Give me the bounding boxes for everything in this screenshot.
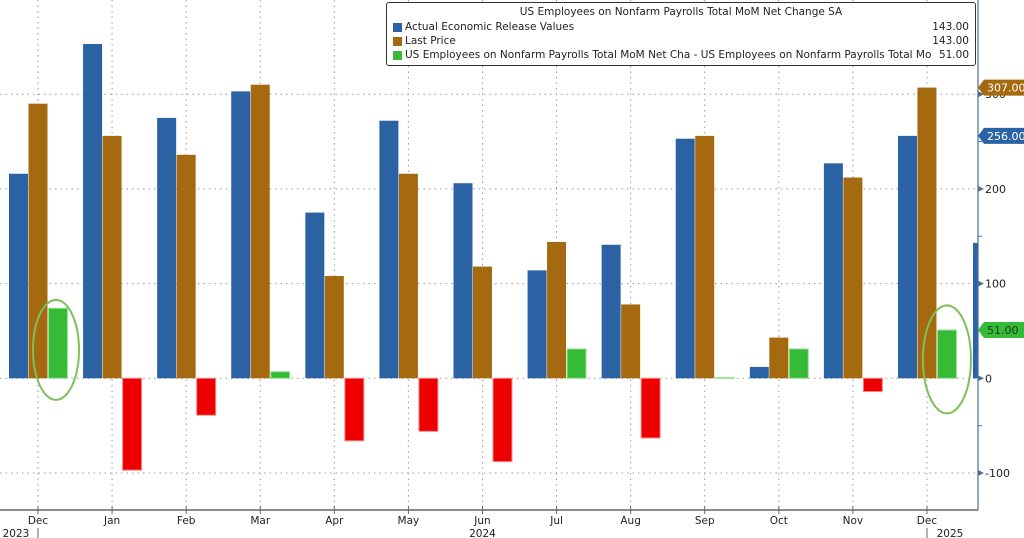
price-tags: 307.00 256.00 51.00 — [978, 79, 1024, 339]
legend-swatch-last-price — [393, 36, 402, 46]
bar-actual — [601, 244, 621, 379]
y-tick-label: 100 — [985, 278, 1006, 291]
legend-value: 143.00 — [932, 21, 969, 33]
bar-last-price — [917, 87, 937, 379]
price-tag-shape — [978, 79, 1024, 96]
bar-difference — [640, 377, 661, 439]
price-tag-label: 51.00 — [987, 324, 1019, 337]
bar-last-price — [28, 103, 48, 379]
y-axis-ticks: -1000100200300 — [978, 88, 1010, 480]
bar-last-price — [547, 241, 567, 379]
bar-difference — [714, 376, 735, 379]
year-label: 2024 — [469, 528, 496, 538]
axes — [0, 0, 979, 511]
legend-label: Last Price — [405, 35, 456, 47]
bar-last-price — [250, 84, 270, 379]
x-tick-label: Sep — [695, 515, 715, 527]
x-tick-label: Jun — [473, 515, 490, 527]
y-tick-marker — [978, 91, 984, 98]
y-tick-label: 200 — [985, 183, 1006, 196]
gridlines — [0, 0, 978, 510]
bar-actual — [83, 44, 103, 379]
annotation-ellipses — [32, 298, 972, 415]
legend-swatch-actual — [393, 22, 402, 32]
price-tag-label: 256.00 — [987, 130, 1024, 143]
x-tick-label: Mar — [250, 515, 270, 527]
bar-last-price — [398, 173, 418, 379]
legend-title: US Employees on Nonfarm Payrolls Total M… — [519, 6, 843, 18]
bar-difference — [48, 307, 68, 379]
year-label: 2025 — [937, 528, 964, 538]
bar-difference — [862, 377, 883, 393]
x-tick-label: Aug — [620, 515, 641, 527]
bar-last-price — [695, 135, 715, 379]
bar-difference — [344, 377, 365, 442]
bar-actual — [305, 212, 325, 379]
legend-swatch-difference — [393, 50, 402, 60]
bar-last-price — [472, 266, 492, 379]
legend-value: 143.00 — [932, 35, 969, 47]
bar-difference — [196, 377, 217, 416]
bar-last-price — [843, 177, 863, 379]
bar-actual — [749, 366, 769, 379]
x-tick-label: Feb — [177, 515, 196, 527]
bar-actual — [9, 173, 28, 379]
price-tag-label: 307.00 — [987, 82, 1024, 95]
bar-last-price — [102, 135, 122, 379]
bar-difference — [492, 377, 513, 463]
bar-difference — [270, 371, 291, 379]
bar-actual — [675, 138, 695, 379]
bar-last-price — [176, 154, 196, 379]
price-tag: 307.00 — [978, 79, 1024, 96]
y-tick-label: 0 — [985, 372, 992, 385]
y-tick-marker — [978, 280, 984, 287]
bar-last-price — [324, 276, 344, 379]
y-tick-marker — [978, 470, 984, 476]
bar-actual — [453, 183, 473, 379]
bar-actual-partial — [973, 242, 978, 379]
price-tag-shape — [978, 127, 1024, 144]
price-tag: 256.00 — [978, 127, 1024, 144]
legend: US Employees on Nonfarm Payrolls Total M… — [386, 2, 976, 66]
x-tick-label: Jul — [549, 515, 563, 527]
year-label: 2023 — [3, 528, 30, 538]
x-tick-label: Dec — [917, 515, 938, 527]
x-tick-label: Apr — [325, 515, 344, 527]
bars — [9, 44, 978, 471]
x-tick-label: Nov — [843, 515, 864, 527]
x-tick-label: May — [398, 515, 420, 527]
legend-item-actual: Actual Economic Release Values 143.00 — [393, 20, 969, 34]
annotation-ellipse — [32, 298, 80, 401]
bar-actual — [897, 135, 917, 379]
price-tag: 51.00 — [978, 322, 1024, 339]
legend-label: Actual Economic Release Values — [405, 21, 575, 33]
x-tick-label: Oct — [770, 515, 788, 527]
y-tick-marker — [978, 185, 984, 192]
x-tick-label: Jan — [103, 515, 120, 527]
x-axis-ticks: Dec Jan Feb Mar Apr May Jun Jul Aug Sep Oct Nov Dec2… — [3, 506, 964, 538]
legend-item-difference: US Employees on Nonfarm Payrolls Total M… — [393, 48, 969, 62]
legend-value: 51.00 — [938, 49, 969, 61]
bar-last-price — [621, 304, 641, 379]
bar-difference — [788, 348, 809, 379]
bar-actual — [157, 117, 177, 379]
bar-actual — [823, 163, 843, 379]
bar-actual — [379, 120, 399, 379]
bar-difference — [936, 329, 957, 379]
y-tick-marker — [978, 375, 984, 382]
x-tick-label: Dec — [28, 515, 49, 527]
bar-actual — [231, 91, 251, 379]
y-tick-label: -100 — [985, 467, 1010, 480]
bar-difference — [418, 377, 439, 432]
bar-actual — [527, 270, 547, 379]
legend-label: US Employees on Nonfarm Payrolls Total M… — [405, 49, 932, 61]
annotation-ellipse — [921, 304, 972, 415]
bar-difference — [122, 377, 143, 471]
price-tag-shape — [978, 322, 1024, 339]
bar-last-price — [769, 337, 789, 379]
legend-item-last-price: Last Price 143.00 — [393, 34, 969, 48]
bar-difference — [566, 348, 587, 379]
